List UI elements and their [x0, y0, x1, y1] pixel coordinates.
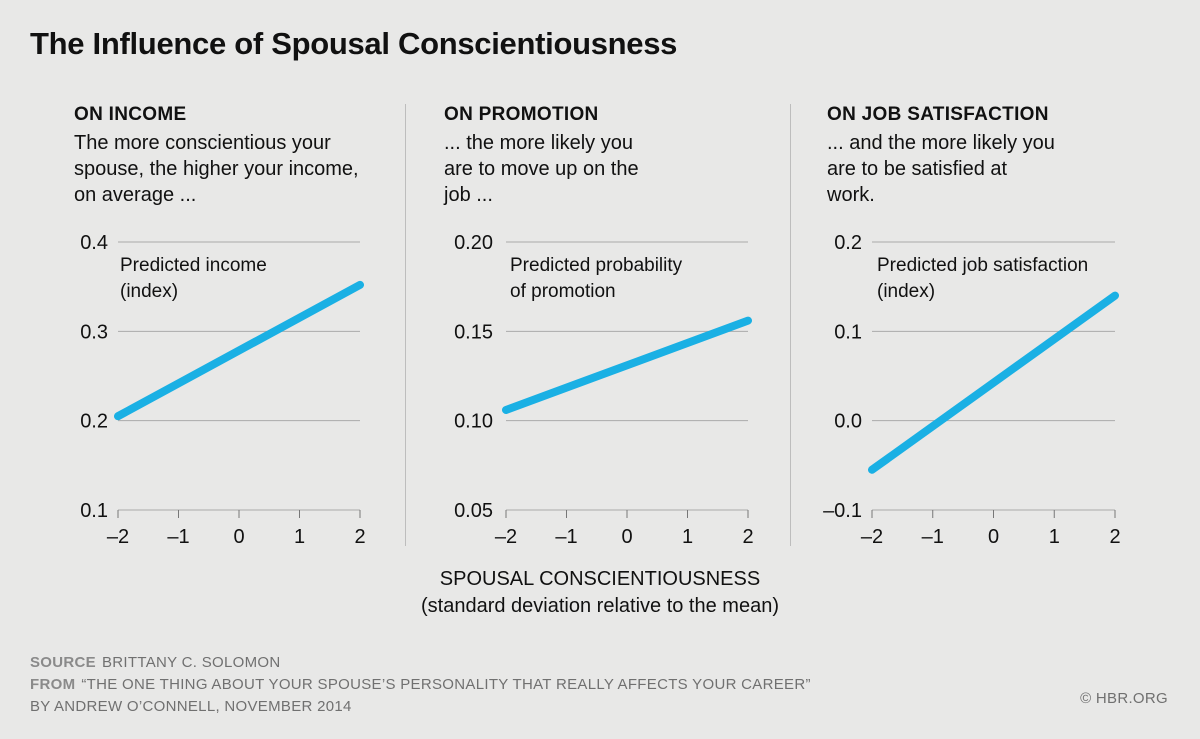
x-tick-label: –2 — [107, 526, 129, 548]
series-label: (index) — [120, 281, 178, 302]
panel-description: ... the more likely you are to move up o… — [444, 132, 639, 206]
series-label: Predicted job satisfaction — [877, 255, 1088, 276]
from-text: “THE ONE THING ABOUT YOUR SPOUSE’S PERSO… — [81, 676, 811, 693]
panel-divider — [790, 104, 791, 546]
byline: BY ANDREW O’CONNELL, NOVEMBER 2014 — [30, 698, 352, 715]
x-tick-label: –1 — [555, 526, 577, 548]
y-tick-label: 0.4 — [80, 232, 108, 254]
series-line — [502, 316, 752, 414]
y-tick-label: 0.1 — [834, 321, 862, 343]
footer-credits: SOURCE BRITTANY C. SOLOMON FROM “THE ONE T… — [30, 652, 811, 718]
y-tick-label: –0.1 — [823, 500, 862, 522]
panel-job-satisfaction-text: ON JOB SATISFACTION ... and the more lik… — [827, 104, 1127, 208]
source-line: SOURCE BRITTANY C. SOLOMON — [30, 652, 811, 674]
panel-description: ... and the more likely you are to be sa… — [827, 132, 1055, 206]
x-tick-label: 1 — [294, 526, 305, 548]
panel-description: The more conscientious your spouse, the … — [74, 132, 359, 206]
x-tick-label: 0 — [988, 526, 999, 548]
source-text: BRITTANY C. SOLOMON — [101, 654, 281, 671]
from-line: FROM “THE ONE THING ABOUT YOUR SPOUSE’S P… — [30, 674, 811, 696]
y-tick-label: 0.3 — [80, 321, 108, 343]
y-tick-label: 0.2 — [80, 411, 108, 433]
panel-heading: ON INCOME — [74, 104, 187, 125]
y-tick-label: 0.2 — [834, 232, 862, 254]
x-tick-label: 0 — [233, 526, 244, 548]
series-label: Predicted probability — [510, 255, 683, 276]
copyright: © HBR.ORG — [1080, 690, 1168, 707]
x-tick-label: –2 — [861, 526, 883, 548]
x-tick-label: 2 — [354, 526, 365, 548]
panel-heading: ON PROMOTION — [444, 104, 599, 125]
source-label: SOURCE — [30, 654, 96, 671]
x-tick-label: 1 — [682, 526, 693, 548]
series-line — [114, 280, 364, 421]
panel-income-text: ON INCOME The more conscientious your sp… — [74, 104, 374, 208]
x-axis-subtitle: (standard deviation relative to the mean… — [421, 595, 779, 617]
y-tick-label: 0.15 — [454, 321, 493, 343]
x-tick-label: 1 — [1049, 526, 1060, 548]
chart-title: The Influence of Spousal Conscientiousne… — [30, 26, 678, 61]
x-tick-label: 2 — [1109, 526, 1120, 548]
x-tick-label: –1 — [167, 526, 189, 548]
y-tick-label: 0.1 — [80, 500, 108, 522]
x-axis-title: SPOUSAL CONSCIENTIOUSNESS — [439, 568, 761, 590]
series-label: (index) — [877, 281, 935, 302]
y-tick-label: 0.0 — [834, 411, 862, 433]
x-tick-label: 2 — [742, 526, 753, 548]
series-label: Predicted income — [120, 255, 267, 276]
panel-promotion-text: ON PROMOTION ... the more likely you are… — [444, 104, 744, 208]
x-tick-label: –1 — [922, 526, 944, 548]
panel-heading: ON JOB SATISFACTION — [827, 104, 1049, 125]
from-label: FROM — [30, 676, 76, 693]
series-label: of promotion — [510, 281, 616, 302]
x-tick-label: –2 — [495, 526, 517, 548]
series-line — [868, 291, 1119, 474]
y-tick-label: 0.10 — [454, 411, 493, 433]
y-tick-label: 0.20 — [454, 232, 493, 254]
x-tick-label: 0 — [621, 526, 632, 548]
panel-divider — [405, 104, 406, 546]
y-tick-label: 0.05 — [454, 500, 493, 522]
